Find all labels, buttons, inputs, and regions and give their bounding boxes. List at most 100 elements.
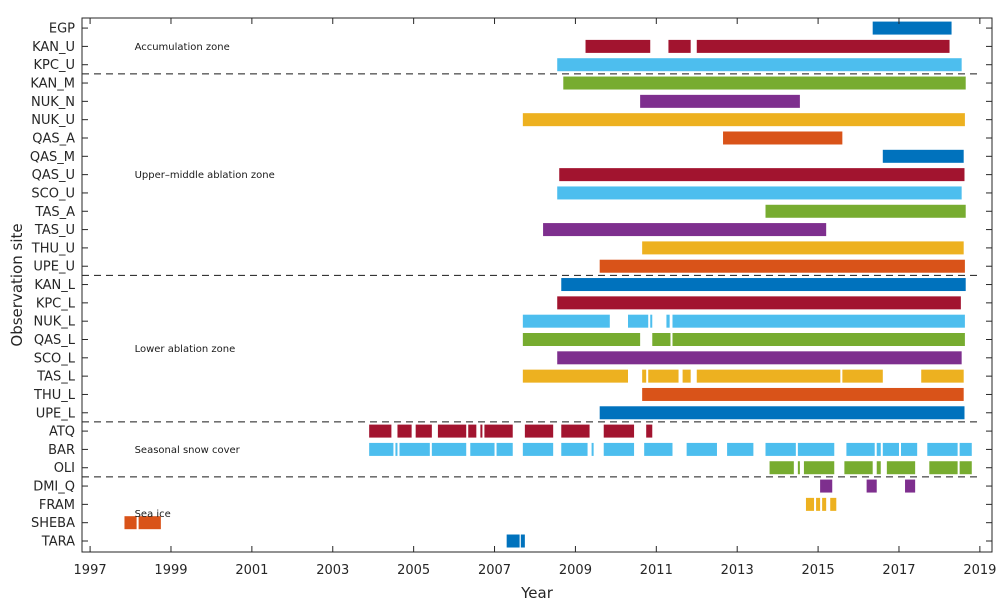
y-tick-label-bar: BAR — [48, 443, 75, 458]
bar-sco-u-0 — [557, 186, 962, 200]
bar-bar-0 — [369, 442, 394, 456]
bar-atq-2 — [415, 424, 432, 438]
y-tick-label-tas-u: TAS_U — [34, 223, 75, 238]
bar-qas-l-1 — [652, 333, 671, 346]
bar-tas-l-6 — [921, 369, 964, 383]
bar-dmi-q-1 — [866, 479, 877, 493]
zone-label-1: Upper–middle ablation zone — [135, 170, 275, 181]
bar-dmi-q-0 — [820, 479, 833, 493]
zone-label-4: Sea ice — [135, 509, 171, 520]
y-axis-title: Observation site — [8, 223, 26, 346]
bar-bar-3 — [431, 442, 467, 456]
zone-label-0: Accumulation zone — [135, 42, 230, 53]
zone-label-3: Seasonal snow cover — [135, 445, 241, 456]
bar-tas-l-2 — [648, 369, 679, 383]
y-tick-label-qas-a: QAS_A — [32, 131, 75, 146]
y-tick-label-kpc-u: KPC_U — [34, 58, 75, 73]
bar-bar-18 — [901, 442, 918, 456]
bar-tara-0 — [506, 534, 520, 548]
bar-bar-11 — [686, 442, 717, 456]
bar-dmi-q-2 — [905, 479, 916, 493]
y-tick-label-oli: OLI — [54, 461, 75, 476]
x-tick-label-2003: 2003 — [316, 563, 349, 578]
bar-atq-6 — [484, 424, 513, 438]
x-tick-label-2009: 2009 — [559, 563, 592, 578]
bar-nuk-l-2 — [650, 314, 653, 328]
x-tick-label-2005: 2005 — [397, 563, 430, 578]
bar-sheba-0 — [124, 516, 137, 530]
x-tick-label-2019: 2019 — [963, 563, 996, 578]
bar-bar-6 — [522, 442, 554, 456]
y-tick-label-nuk-l: NUK_L — [33, 315, 75, 330]
y-tick-label-fram: FRAM — [39, 498, 75, 513]
bar-tas-l-0 — [522, 369, 628, 383]
x-axis-ticks: 1997 1999 2001 2003 2005 2007 2009 2011 2013 2015… — [74, 18, 996, 578]
bar-bar-13 — [765, 442, 796, 456]
y-tick-label-kpc-l: KPC_L — [36, 296, 76, 311]
bar-nuk-l-0 — [522, 314, 610, 328]
bar-fram-1 — [816, 497, 821, 511]
y-axis-ticks: EGP KAN_U KPC_U KAN_M NUK_N NUK_U QAS_A QAS_M QA… — [30, 22, 992, 550]
bar-kan-l-0 — [561, 278, 966, 292]
x-axis-title: Year — [520, 584, 554, 602]
bar-qas-l-2 — [672, 333, 965, 346]
bar-tas-u-0 — [543, 223, 827, 237]
bar-tas-l-1 — [642, 369, 647, 383]
y-tick-label-sco-l: SCO_L — [34, 351, 76, 366]
x-tick-label-2011: 2011 — [640, 563, 673, 578]
bar-fram-0 — [805, 497, 815, 511]
bar-qas-a-0 — [723, 131, 843, 145]
bar-bar-1 — [395, 442, 398, 456]
x-tick-label-1997: 1997 — [74, 563, 107, 578]
bar-sheba-1 — [138, 516, 161, 530]
bar-bar-15 — [846, 442, 875, 456]
bar-kan-u-0 — [585, 39, 651, 53]
y-tick-label-dmi-q: DMI_Q — [33, 480, 75, 495]
y-tick-label-qas-m: QAS_M — [30, 150, 75, 165]
bar-atq-5 — [480, 424, 483, 438]
bar-kan-u-1 — [668, 39, 691, 53]
y-tick-label-tas-a: TAS_A — [35, 205, 76, 220]
bar-tas-l-5 — [842, 369, 883, 383]
x-tick-label-2013: 2013 — [721, 563, 754, 578]
bar-oli-2 — [803, 461, 835, 475]
y-tick-label-egp: EGP — [49, 22, 75, 37]
bar-oli-3 — [844, 461, 873, 475]
bar-fram-2 — [822, 497, 827, 511]
bar-bar-2 — [399, 442, 430, 456]
bar-oli-0 — [769, 461, 794, 475]
bar-nuk-l-3 — [666, 314, 670, 328]
y-tick-label-kan-m: KAN_M — [30, 77, 75, 92]
y-tick-label-sheba: SHEBA — [31, 516, 75, 531]
bar-oli-5 — [886, 461, 916, 475]
y-tick-label-kan-u: KAN_U — [32, 40, 75, 55]
bar-qas-l-0 — [522, 333, 641, 346]
bar-oli-1 — [797, 461, 800, 475]
bar-bar-5 — [496, 442, 513, 456]
bar-nuk-l-1 — [628, 314, 649, 328]
x-tick-label-2017: 2017 — [882, 563, 915, 578]
x-tick-label-2007: 2007 — [478, 563, 511, 578]
y-tick-label-qas-l: QAS_L — [34, 333, 76, 348]
y-tick-label-kan-l: KAN_L — [34, 278, 75, 293]
y-tick-label-upe-l: UPE_L — [36, 406, 76, 421]
bar-qas-u-0 — [559, 168, 965, 182]
x-tick-label-1999: 1999 — [154, 563, 187, 578]
bar-nuk-n-0 — [640, 94, 800, 108]
bar-egp-0 — [872, 21, 952, 35]
bar-upe-l-0 — [599, 406, 965, 420]
zone-dividers — [82, 73, 978, 478]
bar-tara-1 — [520, 534, 525, 548]
bar-bar-4 — [470, 442, 495, 456]
bar-kan-u-2 — [696, 39, 950, 53]
zone-label-2: Lower ablation zone — [135, 344, 236, 355]
bar-bar-20 — [959, 442, 972, 456]
x-tick-label-2001: 2001 — [235, 563, 268, 578]
bar-bar-17 — [882, 442, 899, 456]
bar-bar-12 — [727, 442, 754, 456]
bar-bar-9 — [603, 442, 635, 456]
bar-bar-8 — [591, 442, 594, 456]
bar-atq-8 — [561, 424, 590, 438]
bar-kpc-l-0 — [557, 296, 961, 310]
